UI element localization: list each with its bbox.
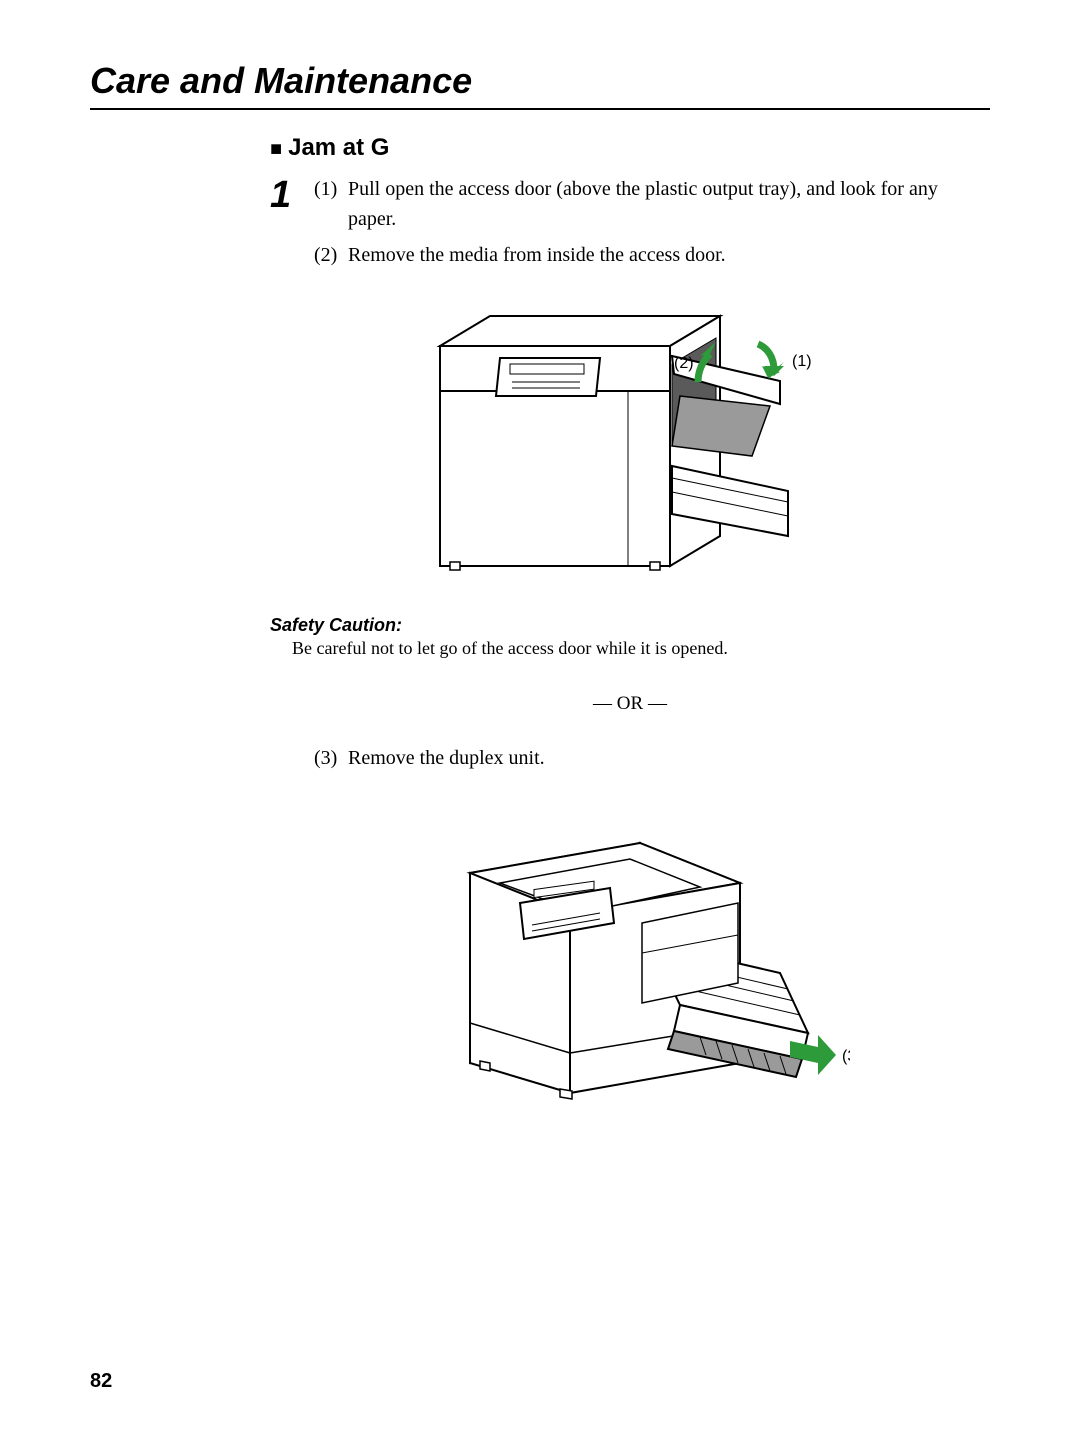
figure-1: (2) (1) [270, 296, 990, 601]
heading-text: Jam at G [288, 134, 389, 161]
figure2-callout-3: (3) [842, 1048, 850, 1065]
instruction-1: (1) Pull open the access door (above the… [314, 174, 990, 234]
instruction-1-num: (1) [314, 174, 348, 234]
instruction-3-text: Remove the duplex unit. [348, 743, 990, 773]
content-body: ■ Jam at G 1 (1) Pull open the access doo… [270, 134, 990, 1108]
safety-heading: Safety Caution: [270, 615, 990, 636]
or-separator: — OR — [270, 693, 990, 715]
instruction-2-num: (2) [314, 240, 348, 270]
safety-text: Be careful not to let go of the access d… [292, 638, 990, 659]
arrow-1-down [758, 344, 784, 380]
figure-2: (3) [270, 803, 990, 1108]
instruction-2: (2) Remove the media from inside the acc… [314, 240, 990, 270]
section-heading: ■ Jam at G [270, 134, 990, 162]
instruction-2-text: Remove the media from inside the access … [348, 240, 990, 270]
figure1-callout-2: (2) [674, 355, 694, 372]
instruction-3: (3) Remove the duplex unit. [314, 743, 990, 773]
heading-bullet: ■ [270, 138, 282, 160]
instruction-3-num: (3) [314, 743, 348, 773]
page-title: Care and Maintenance [90, 60, 990, 110]
page-number: 82 [90, 1370, 112, 1393]
instruction-1-text: Pull open the access door (above the pla… [348, 174, 990, 234]
step-number: 1 [270, 176, 314, 214]
figure1-callout-1: (1) [792, 353, 812, 370]
